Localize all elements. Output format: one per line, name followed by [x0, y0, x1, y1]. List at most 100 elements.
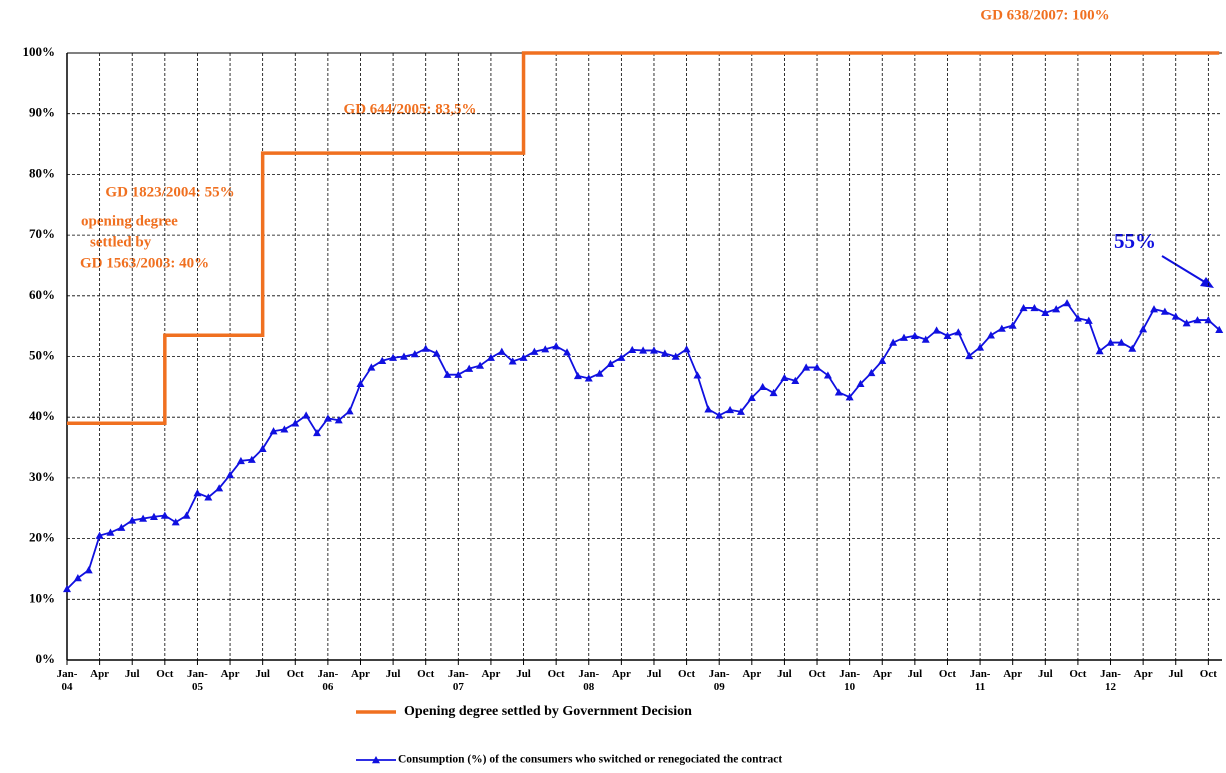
data-point [302, 411, 311, 419]
data-point [1019, 303, 1028, 312]
x-tick-label: Apr [90, 668, 109, 680]
x-tick-label: Jul [1038, 668, 1053, 680]
data-point [736, 407, 745, 415]
series-line [66, 301, 1220, 590]
x-tick-label: Jan-04 [57, 668, 78, 693]
data-point [313, 428, 322, 437]
data-point [454, 370, 463, 378]
data-point [95, 531, 104, 539]
data-point [878, 356, 887, 364]
data-point [117, 523, 126, 531]
x-tick-label: Jan-11 [970, 668, 991, 693]
data-point [1150, 305, 1158, 313]
data-point [378, 356, 387, 364]
data-point [432, 349, 441, 357]
x-tick-label: Oct [417, 668, 434, 680]
data-point [1171, 312, 1180, 320]
data-point [693, 371, 702, 379]
x-tick-label: Apr [612, 668, 631, 680]
y-tick-label: 80% [29, 165, 55, 180]
data-point [63, 584, 71, 593]
data-point [606, 359, 615, 367]
legend-marker [372, 756, 380, 764]
data-point [1160, 307, 1169, 315]
data-point [1063, 299, 1072, 307]
x-tick-label: Jul [125, 668, 140, 680]
x-tick-label: Jan-10 [839, 668, 860, 693]
data-point [226, 470, 235, 479]
data-point [552, 342, 561, 350]
data-point [1052, 305, 1061, 313]
x-tick-label: Jan-08 [578, 668, 599, 693]
data-point [889, 338, 898, 346]
data-point [769, 388, 778, 397]
y-tick-label: 0% [36, 651, 56, 666]
annotation: 55% [1114, 229, 1156, 253]
annotation: GD 638/2007: 100% [980, 7, 1109, 23]
annotation: settled by [90, 234, 152, 250]
data-point [628, 345, 637, 354]
data-point [193, 489, 202, 497]
data-point [84, 566, 93, 574]
x-tick-label: Jul [1168, 668, 1183, 680]
data-point [345, 407, 354, 415]
legend-label: Consumption (%) of the consumers who swi… [398, 754, 782, 766]
y-tick-label: 50% [29, 347, 55, 362]
data-point [639, 346, 648, 354]
annotation: GD 1563/2003: 40% [80, 255, 209, 271]
data-point [954, 328, 963, 336]
data-point [465, 364, 474, 372]
x-tick-label: Jan-12 [1100, 668, 1121, 693]
data-point [1041, 308, 1050, 316]
data-point [236, 456, 245, 465]
x-tick-label: Oct [1200, 668, 1217, 680]
data-point [1095, 347, 1104, 355]
series-line [67, 51, 1220, 426]
x-tick-label: Jan-07 [448, 668, 469, 693]
data-point [780, 373, 789, 381]
x-tick-label: Apr [873, 668, 892, 680]
data-point [280, 425, 289, 433]
data-point [215, 484, 224, 492]
x-tick-label: Apr [221, 668, 240, 680]
x-tick-label: Jul [777, 668, 792, 680]
data-point [584, 374, 593, 382]
data-point [823, 371, 832, 379]
data-point [1193, 316, 1202, 324]
data-point [856, 379, 865, 388]
data-point [182, 511, 191, 519]
data-point [367, 363, 376, 371]
data-point [410, 350, 419, 358]
data-point [997, 324, 1006, 332]
data-point [291, 419, 300, 427]
data-point [519, 353, 528, 361]
data-point [1106, 338, 1115, 346]
data-point [921, 335, 930, 343]
x-tick-label: Apr [1003, 668, 1022, 680]
data-point [1117, 338, 1126, 346]
x-tick-label: Jul [255, 668, 270, 680]
data-point [1084, 316, 1093, 324]
data-point [834, 388, 843, 396]
x-tick-label: Jan-09 [709, 668, 730, 693]
data-point [932, 326, 941, 334]
data-point [399, 352, 408, 360]
data-point [813, 363, 822, 371]
annotation-arrowhead [1200, 277, 1214, 288]
y-tick-label: 10% [29, 590, 55, 605]
x-tick-label: Oct [678, 668, 695, 680]
x-tick-label: Jul [647, 668, 662, 680]
x-tick-label: Oct [156, 668, 173, 680]
data-point [497, 347, 506, 355]
data-point [149, 512, 158, 520]
x-tick-label: Oct [548, 668, 565, 680]
data-point [660, 349, 669, 357]
data-point [758, 382, 767, 391]
data-point [986, 331, 995, 339]
data-point [323, 414, 332, 422]
x-tick-label: Oct [808, 668, 825, 680]
data-point [1215, 325, 1224, 333]
x-tick-label: Apr [481, 668, 500, 680]
data-point [476, 361, 485, 369]
